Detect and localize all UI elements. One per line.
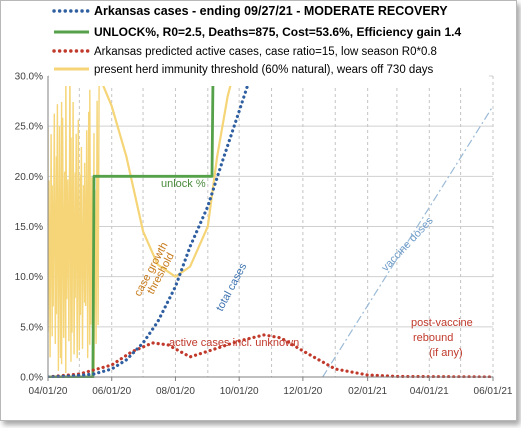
cases-series-line <box>48 75 253 378</box>
gridlines <box>47 75 494 378</box>
post-vaccine-label: post-vaccine <box>411 317 473 329</box>
legend-label: UNLOCK%, R0=2.5, Deaths=875, Cost=53.6%,… <box>94 25 461 39</box>
legend: Arkansas cases - ending 09/27/21 - MODER… <box>49 3 489 86</box>
x-tick-label: 08/01/20 <box>156 386 195 397</box>
x-tick-label: 04/01/21 <box>410 386 449 397</box>
if-any-label: (if any) <box>429 347 463 359</box>
threshold-series-line <box>98 75 234 278</box>
vaccine-doses-label: vaccine doses <box>379 215 436 275</box>
y-tick-label: 25.0% <box>15 122 43 133</box>
x-tick-label: 10/01/20 <box>220 386 259 397</box>
legend-label: Arkansas predicted active cases, case ra… <box>94 46 437 58</box>
y-tick-label: 5.0% <box>20 322 43 333</box>
y-tick-label: 20.0% <box>15 172 43 183</box>
x-tick-label: 02/01/21 <box>348 386 387 397</box>
active-cases-series-line <box>48 333 493 378</box>
legend-background <box>49 3 489 86</box>
unlock-label: unlock % <box>161 178 206 190</box>
threshold-noise-line <box>48 75 100 374</box>
vaccine-doses-series-line <box>322 105 493 378</box>
y-tick-label: 15.0% <box>15 222 43 233</box>
x-tick-label: 06/01/20 <box>92 386 131 397</box>
y-tick-label: 30.0% <box>15 72 43 83</box>
y-tick-label: 0.0% <box>20 373 43 384</box>
x-tick-label: 12/01/20 <box>283 386 322 397</box>
legend-label: present herd immunity threshold (60% nat… <box>94 64 433 76</box>
legend-label: Arkansas cases - ending 09/27/21 - MODER… <box>94 4 448 18</box>
rebound-label: rebound <box>413 332 453 344</box>
y-tick-label: 10.0% <box>15 272 43 283</box>
total-cases-label: total cases <box>214 261 250 314</box>
active-cases-label: active cases incl. unknown <box>169 337 299 349</box>
chart-frame: 0.0% 5.0% 10.0% 15.0% 20.0% 25.0% 30.0% 04/01/2… <box>0 0 517 421</box>
axes: 0.0% 5.0% 10.0% 15.0% 20.0% 25.0% 30.0% 04/01/2… <box>15 72 513 398</box>
chart-svg: 0.0% 5.0% 10.0% 15.0% 20.0% 25.0% 30.0% 04/01/2… <box>15 3 513 398</box>
x-tick-label: 04/01/20 <box>29 386 68 397</box>
x-tick-label: 06/01/21 <box>474 386 513 397</box>
